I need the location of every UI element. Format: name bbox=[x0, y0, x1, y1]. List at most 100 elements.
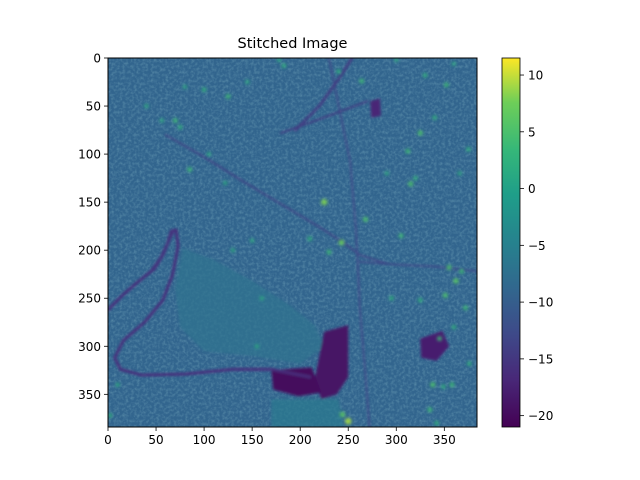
bright-spot bbox=[259, 296, 264, 301]
bright-spot bbox=[453, 278, 459, 284]
bright-spot bbox=[466, 147, 471, 152]
bright-spot bbox=[338, 239, 345, 246]
y-tick-label: 0 bbox=[93, 52, 101, 66]
bright-spot bbox=[430, 382, 436, 388]
bright-spot bbox=[437, 336, 442, 341]
bright-spot bbox=[159, 118, 164, 123]
bright-spot bbox=[457, 171, 462, 176]
bright-spot bbox=[277, 58, 281, 62]
x-tick-label: 50 bbox=[148, 433, 163, 447]
y-tick-label: 300 bbox=[78, 340, 101, 354]
y-tick-label: 100 bbox=[78, 148, 101, 162]
colorbar bbox=[501, 57, 521, 428]
bright-spot bbox=[467, 361, 472, 366]
bright-spot bbox=[182, 84, 187, 89]
bright-spot bbox=[408, 181, 414, 187]
y-tick-label: 50 bbox=[86, 100, 101, 114]
bright-spot bbox=[254, 344, 259, 349]
y-tick-label: 350 bbox=[78, 388, 101, 402]
x-tick-label: 0 bbox=[104, 433, 112, 447]
bright-spot bbox=[307, 236, 312, 241]
y-tick-label: 150 bbox=[78, 196, 101, 210]
bright-spot bbox=[321, 199, 328, 206]
bright-spot bbox=[359, 78, 365, 84]
water-region bbox=[420, 330, 450, 361]
bright-spot bbox=[108, 413, 113, 418]
colorbar-tick-label: −15 bbox=[528, 352, 553, 366]
x-tick-label: 350 bbox=[433, 433, 456, 447]
bright-spot bbox=[405, 148, 411, 154]
bright-spot bbox=[206, 152, 211, 157]
bright-spot bbox=[336, 69, 341, 74]
bright-spot bbox=[326, 249, 332, 255]
bright-spot bbox=[434, 421, 439, 426]
bright-spot bbox=[422, 73, 428, 78]
x-tick-label: 200 bbox=[289, 433, 312, 447]
bright-spot bbox=[201, 87, 207, 92]
bright-spot bbox=[418, 298, 423, 303]
bright-spot bbox=[398, 233, 404, 239]
bright-spot bbox=[413, 175, 418, 181]
river-line bbox=[153, 231, 175, 272]
x-tick-label: 100 bbox=[193, 433, 216, 447]
colorbar-tick-label: −5 bbox=[528, 239, 546, 253]
river-line bbox=[108, 228, 312, 379]
road-line bbox=[358, 260, 477, 273]
heatmap-image bbox=[108, 58, 477, 427]
chart-title: Stitched Image bbox=[238, 36, 348, 52]
bright-spot bbox=[230, 248, 235, 253]
bright-spot bbox=[417, 130, 423, 136]
bright-spot bbox=[451, 61, 456, 66]
colorbar-tick-label: 0 bbox=[528, 182, 536, 196]
bright-spot bbox=[443, 82, 449, 88]
feature-layer bbox=[108, 58, 477, 427]
bright-spot bbox=[446, 265, 452, 270]
colorbar-axis: 10 5 0 −5 −10 −15 −20 bbox=[520, 69, 553, 423]
colorbar-tick-label: −10 bbox=[528, 296, 553, 310]
bright-spot bbox=[459, 268, 464, 274]
bright-spot bbox=[144, 104, 149, 108]
bright-spots bbox=[108, 58, 472, 426]
y-tick-label: 200 bbox=[78, 244, 101, 258]
bright-spot bbox=[225, 94, 231, 99]
bright-spot bbox=[187, 167, 193, 172]
water-region bbox=[370, 98, 381, 118]
y-axis: 0 50 100 150 200 250 300 350 bbox=[78, 52, 108, 402]
road-line bbox=[328, 58, 371, 427]
bright-spot bbox=[223, 180, 228, 185]
bright-spot bbox=[172, 118, 178, 123]
bright-spot bbox=[427, 407, 433, 413]
colorbar-tick-label: 10 bbox=[528, 69, 543, 83]
road-line bbox=[293, 58, 354, 132]
bright-spot bbox=[339, 411, 346, 418]
bright-spot bbox=[394, 58, 399, 62]
bright-spot bbox=[442, 292, 448, 298]
bright-spot bbox=[177, 125, 183, 130]
bright-spot bbox=[432, 115, 437, 120]
bright-spot bbox=[250, 238, 255, 243]
bright-spot bbox=[115, 382, 120, 387]
bright-spot bbox=[463, 305, 468, 311]
plot-frame bbox=[107, 57, 478, 428]
bright-spot bbox=[363, 216, 368, 222]
bright-spot bbox=[384, 171, 389, 176]
bright-spot bbox=[344, 417, 352, 425]
grass-region bbox=[175, 248, 325, 364]
bright-spot bbox=[441, 384, 446, 389]
x-tick-label: 150 bbox=[241, 433, 264, 447]
grass-region bbox=[271, 399, 344, 427]
x-tick-label: 250 bbox=[337, 433, 360, 447]
bright-spot bbox=[245, 80, 250, 84]
x-tick-label: 300 bbox=[385, 433, 408, 447]
colorbar-tick-label: 5 bbox=[528, 125, 536, 139]
bright-spot bbox=[449, 382, 455, 388]
water-region bbox=[314, 325, 349, 400]
bright-spot bbox=[451, 324, 457, 330]
water-region bbox=[271, 367, 322, 397]
x-axis: 0 50 100 150 200 250 300 350 bbox=[104, 427, 456, 447]
bright-spot bbox=[389, 296, 394, 301]
road-line bbox=[280, 100, 369, 134]
y-tick-label: 250 bbox=[78, 292, 101, 306]
colorbar-tick-label: −20 bbox=[528, 409, 553, 423]
